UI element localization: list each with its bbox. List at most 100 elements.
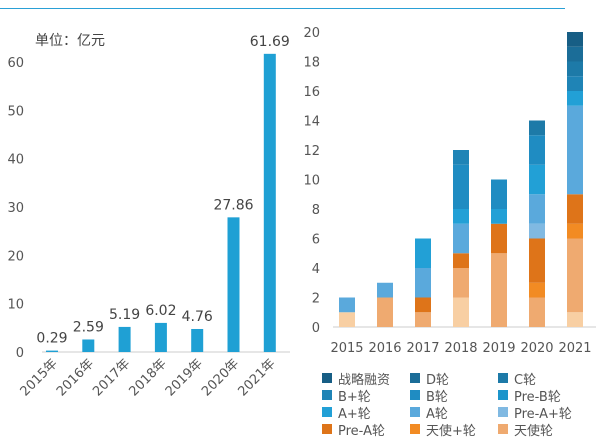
- stack-segment: [377, 282, 393, 298]
- stack-segment: [529, 238, 545, 283]
- stack-segment: [377, 297, 393, 327]
- legend-swatch: [322, 373, 332, 383]
- x-tick-label-right: 2016: [368, 341, 401, 356]
- bar: [46, 350, 58, 352]
- data-label: 4.76: [182, 309, 213, 325]
- legend-item: Pre-A+轮: [498, 404, 598, 422]
- y-tick-label-right: 2: [312, 292, 320, 307]
- legend-label: A+轮: [338, 406, 371, 422]
- data-label: 6.02: [145, 303, 176, 319]
- legend-swatch: [322, 390, 332, 400]
- legend-item: Pre-B轮: [498, 387, 598, 405]
- legend-item: 天使轮: [498, 421, 598, 439]
- stack-segment: [491, 223, 507, 254]
- legend-swatch: [498, 424, 508, 434]
- x-tick-label-right: 2019: [482, 341, 515, 356]
- stack-segment: [453, 253, 469, 268]
- stack-segment: [529, 194, 545, 224]
- stack-segment: [453, 223, 469, 254]
- legend-item: 战略融资: [322, 370, 410, 388]
- stack-segment: [567, 91, 583, 106]
- stack-segment: [415, 238, 431, 268]
- legend-swatch: [498, 373, 508, 383]
- data-label: 5.19: [109, 307, 140, 323]
- stack-segment: [453, 209, 469, 224]
- stack-segment: [567, 312, 583, 327]
- legend-label: C轮: [514, 372, 537, 388]
- stack-segment: [339, 312, 355, 327]
- legend-item: B+轮: [322, 387, 410, 405]
- y-tick-label: 20: [7, 249, 24, 264]
- x-tick-label: 2020年: [199, 356, 242, 399]
- data-label: 0.29: [36, 331, 67, 347]
- bar: [154, 322, 167, 352]
- x-tick-label: 2019年: [163, 356, 206, 399]
- legend-item: D轮: [410, 370, 498, 388]
- bar: [118, 326, 131, 352]
- stack-segment: [453, 268, 469, 298]
- stack-segment: [529, 297, 545, 327]
- legend-item: 天使+轮: [410, 421, 498, 439]
- stack-segment: [339, 297, 355, 313]
- legend-label: 天使轮: [514, 423, 554, 439]
- stack-segment: [529, 164, 545, 195]
- y-tick-label-right: 10: [303, 174, 320, 189]
- stack-segment: [567, 46, 583, 62]
- x-tick-label-right: 2015: [330, 341, 363, 356]
- bar: [263, 53, 276, 352]
- x-tick-label-right: 2017: [406, 341, 439, 356]
- bar: [227, 217, 240, 352]
- stack-segment: [491, 179, 507, 209]
- stack-segment: [567, 76, 583, 91]
- x-tick-label: 2015年: [18, 356, 61, 399]
- y-tick-label-right: 16: [303, 85, 320, 100]
- x-tick-label-right: 2020: [520, 341, 553, 356]
- legend-label: 天使+轮: [426, 423, 476, 439]
- y-tick-label: 30: [7, 201, 24, 216]
- y-tick-label: 60: [7, 56, 24, 71]
- y-tick-label-right: 6: [312, 233, 320, 248]
- unit-label: 单位：亿元: [35, 33, 105, 49]
- legend-swatch: [498, 407, 508, 417]
- stack-segment: [529, 282, 545, 298]
- legend-item: Pre-A轮: [322, 421, 410, 439]
- legend-swatch: [410, 424, 420, 434]
- y-tick-label-right: 20: [303, 26, 320, 41]
- legend-swatch: [410, 407, 420, 417]
- y-tick-label: 40: [7, 153, 24, 168]
- legend-label: B+轮: [338, 389, 371, 405]
- data-label: 2.59: [73, 319, 104, 335]
- y-tick-label-right: 0: [312, 321, 320, 336]
- y-tick-label-right: 12: [303, 144, 320, 159]
- y-tick-label: 10: [7, 298, 24, 313]
- legend-swatch: [322, 424, 332, 434]
- stack-segment: [567, 223, 583, 239]
- stack-segment: [453, 297, 469, 327]
- stack-segment: [567, 194, 583, 224]
- stack-segment: [415, 297, 431, 313]
- legend-item: B轮: [410, 387, 498, 405]
- x-tick-label: 2018年: [127, 356, 170, 399]
- stack-segment: [415, 312, 431, 327]
- stack-segment: [491, 253, 507, 327]
- legend-swatch: [410, 373, 420, 383]
- stack-segment: [567, 238, 583, 313]
- y-tick-label-right: 18: [303, 56, 320, 71]
- legend-label: Pre-A+轮: [514, 406, 572, 422]
- stack-segment: [529, 135, 545, 165]
- y-tick-label-right: 14: [303, 115, 320, 130]
- bar: [82, 339, 95, 352]
- stack-segment: [529, 120, 545, 136]
- legend-label: Pre-B轮: [514, 389, 561, 405]
- legend-item: A+轮: [322, 404, 410, 422]
- legend-label: A轮: [426, 406, 448, 422]
- legend-swatch: [498, 390, 508, 400]
- stack-segment: [567, 32, 583, 47]
- legend-label: B轮: [426, 389, 448, 405]
- legend-label: D轮: [426, 372, 450, 388]
- y-tick-label-right: 4: [312, 262, 320, 277]
- stack-segment: [415, 268, 431, 298]
- stack-segment: [567, 105, 583, 195]
- x-tick-label: 2021年: [235, 356, 278, 399]
